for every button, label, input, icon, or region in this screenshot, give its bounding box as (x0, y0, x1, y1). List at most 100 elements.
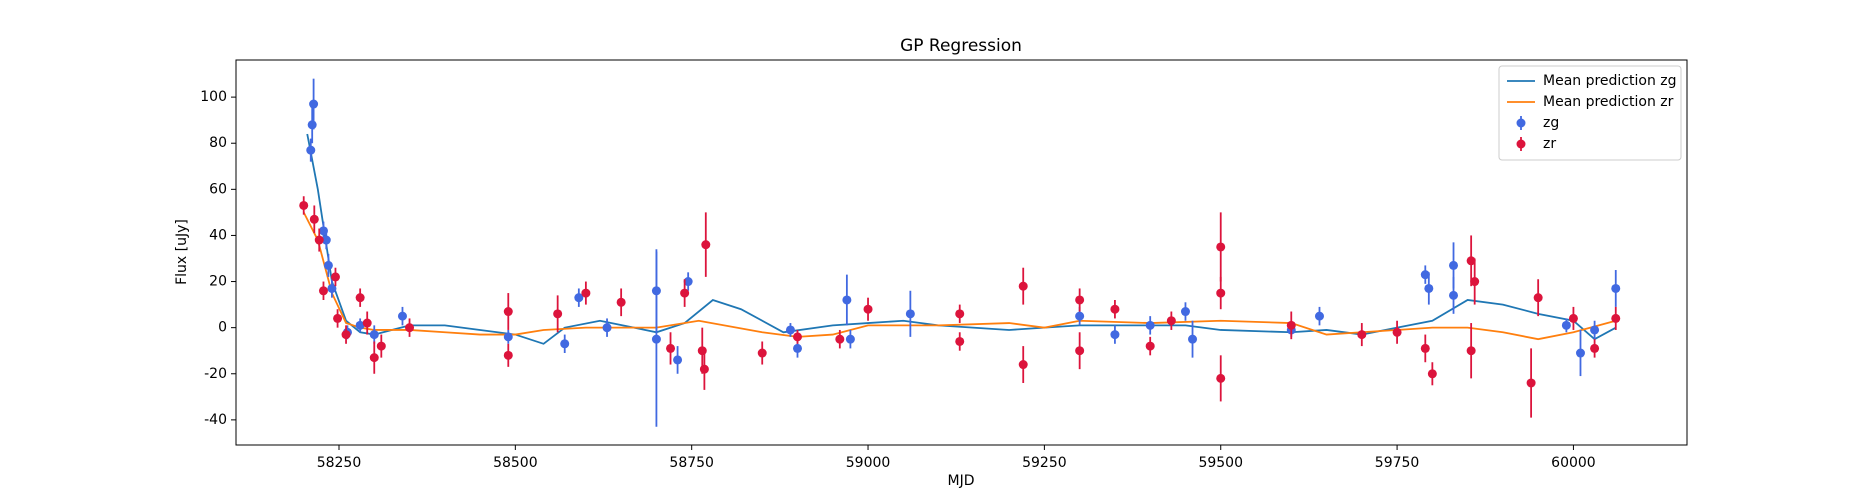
data-point (1611, 313, 1621, 323)
data-point (666, 343, 676, 353)
data-point (1449, 290, 1459, 300)
data-point (863, 304, 873, 314)
data-point (699, 364, 709, 374)
data-point (1420, 270, 1430, 280)
data-point (1075, 295, 1085, 305)
x-tick-label: 58500 (493, 455, 538, 471)
data-point (1449, 260, 1459, 270)
data-point (1216, 288, 1226, 298)
data-point (553, 309, 563, 319)
data-point (314, 235, 324, 245)
data-point (1166, 316, 1176, 326)
legend-label: zg (1543, 115, 1559, 131)
data-point (845, 334, 855, 344)
data-point (1420, 343, 1430, 353)
data-point (955, 309, 965, 319)
data-point (785, 325, 795, 335)
x-tick-label: 59500 (1198, 455, 1243, 471)
data-point (503, 350, 513, 360)
y-axis-label: Flux [uJy] (174, 219, 190, 285)
data-point (574, 293, 584, 303)
data-point (1561, 320, 1571, 330)
y-tick-label: 80 (209, 135, 227, 151)
data-point (581, 288, 591, 298)
data-point (321, 235, 331, 245)
data-point (318, 286, 328, 296)
legend-label: Mean prediction zr (1543, 94, 1674, 110)
data-point (616, 297, 626, 307)
data-point (355, 293, 365, 303)
x-tick-label: 58750 (669, 455, 714, 471)
x-tick-label: 60000 (1551, 455, 1596, 471)
x-tick-label: 58250 (317, 455, 362, 471)
legend-marker (1516, 118, 1526, 128)
data-point (330, 272, 340, 282)
data-point (307, 120, 317, 130)
data-point (757, 348, 767, 358)
data-point (651, 334, 661, 344)
data-point (309, 99, 319, 109)
data-point (397, 311, 407, 321)
data-point (673, 355, 683, 365)
y-tick-label: 40 (209, 227, 227, 243)
data-point (1188, 334, 1198, 344)
y-tick-label: -40 (204, 412, 227, 428)
data-point (1590, 325, 1600, 335)
data-point (323, 260, 333, 270)
data-point (1470, 277, 1480, 287)
data-point (1590, 343, 1600, 353)
data-point (955, 336, 965, 346)
y-tick-label: 100 (200, 89, 227, 105)
data-point (405, 323, 415, 333)
data-point (1575, 348, 1585, 358)
y-tick-label: -20 (204, 366, 227, 382)
y-tick-label: 0 (218, 320, 227, 336)
data-point (1314, 311, 1324, 321)
data-point (1568, 313, 1578, 323)
data-point (835, 334, 845, 344)
mean-line (302, 211, 1616, 341)
data-point (327, 283, 337, 293)
data-point (792, 343, 802, 353)
data-point (842, 295, 852, 305)
mean-line (306, 133, 1617, 345)
data-point (1466, 256, 1476, 266)
data-point (1075, 346, 1085, 356)
data-point (1526, 378, 1536, 388)
data-point (1424, 283, 1434, 293)
data-point (1110, 330, 1120, 340)
data-point (299, 200, 309, 210)
data-point (1427, 369, 1437, 379)
data-point (602, 323, 612, 333)
data-point (701, 240, 711, 250)
data-point (1533, 293, 1543, 303)
data-point (362, 318, 372, 328)
data-point (1466, 346, 1476, 356)
x-tick-label: 59250 (1022, 455, 1067, 471)
y-tick-label: 60 (209, 181, 227, 197)
data-point (680, 288, 690, 298)
data-point (1216, 242, 1226, 252)
data-point (341, 330, 351, 340)
data-point (376, 341, 386, 351)
plot-frame (235, 59, 1688, 446)
data-point (369, 330, 379, 340)
data-point (503, 307, 513, 317)
legend-box (1498, 65, 1682, 161)
data-point (1145, 341, 1155, 351)
data-point (905, 309, 915, 319)
y-tick-label: 20 (209, 274, 227, 290)
data-point (369, 353, 379, 363)
data-point (1018, 360, 1028, 370)
data-point (1357, 330, 1367, 340)
data-point (355, 320, 365, 330)
data-point (1286, 320, 1296, 330)
x-axis-label: MJD (948, 473, 975, 489)
x-tick-label: 59750 (1375, 455, 1420, 471)
data-point (503, 332, 513, 342)
data-point (1018, 281, 1028, 291)
legend-marker (1516, 139, 1526, 149)
data-point (1145, 320, 1155, 330)
data-point (683, 277, 693, 287)
